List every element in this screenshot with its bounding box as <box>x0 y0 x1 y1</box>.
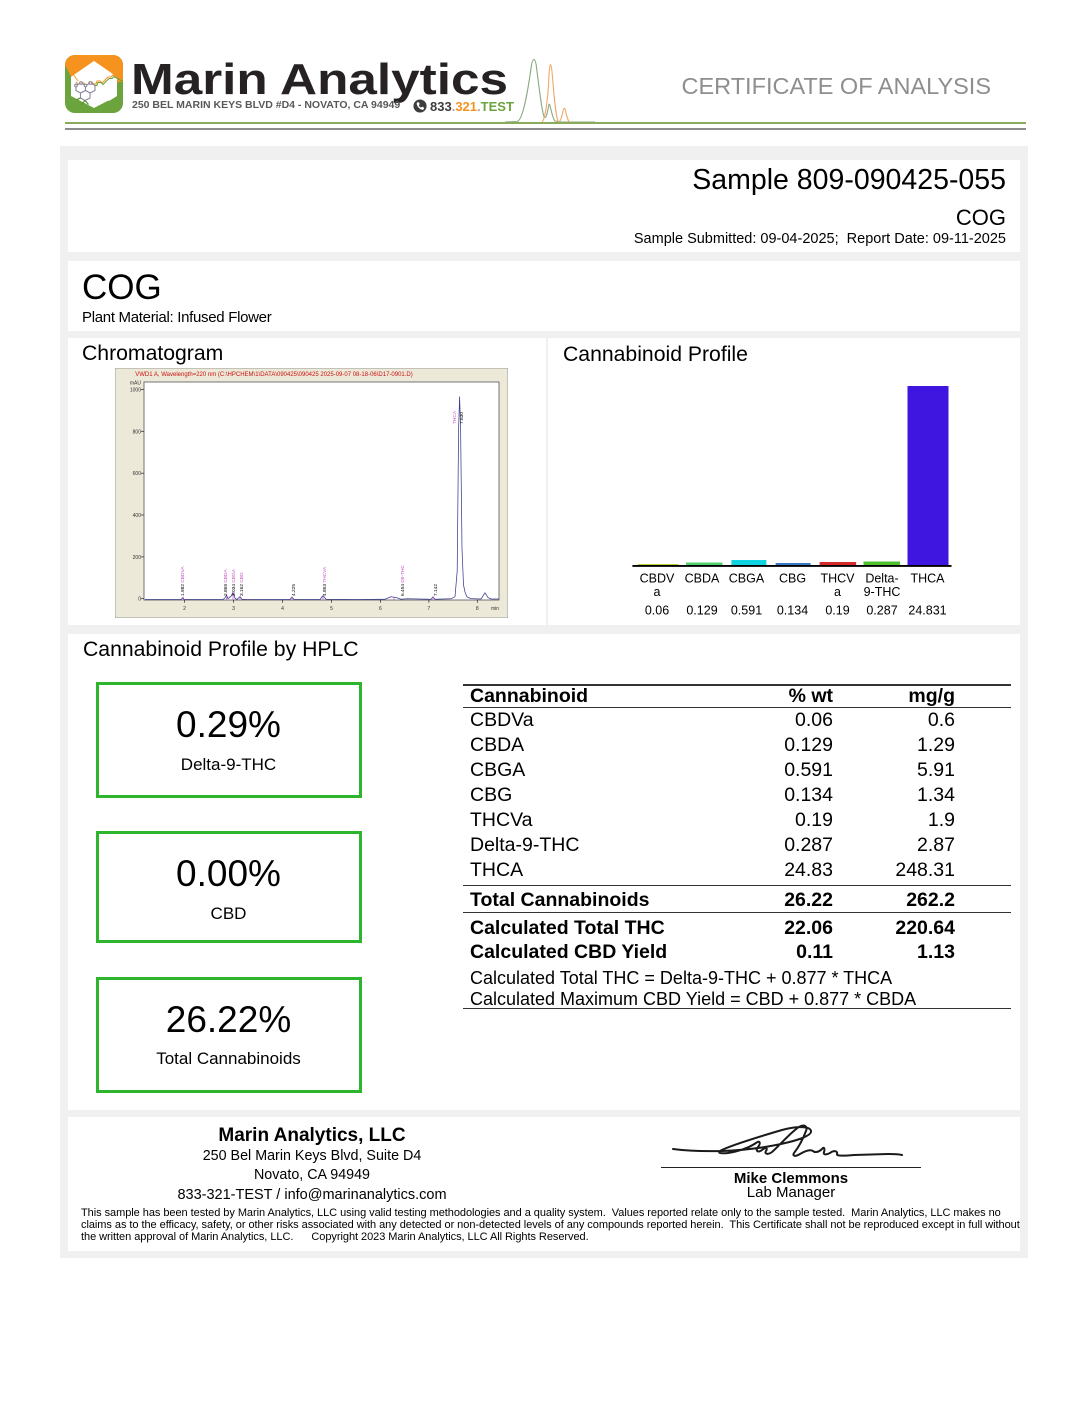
svg-text:8: 8 <box>476 606 479 612</box>
svg-text:1.982 CBDVA: 1.982 CBDVA <box>180 566 186 596</box>
svg-text:CBDA: CBDA <box>685 572 720 586</box>
svg-text:24.831: 24.831 <box>908 604 946 618</box>
svg-text:min: min <box>491 606 499 612</box>
svg-text:0.19: 0.19 <box>825 604 849 618</box>
svg-text:a: a <box>654 585 661 599</box>
svg-text:CBDV: CBDV <box>640 572 675 586</box>
svg-text:3.034 CBGA: 3.034 CBGA <box>231 568 237 596</box>
svg-text:7.630: 7.630 <box>459 412 465 424</box>
svg-text:800: 800 <box>133 429 142 435</box>
svg-text:5: 5 <box>330 606 333 612</box>
svg-text:7: 7 <box>428 606 431 612</box>
svg-text:200: 200 <box>133 555 142 561</box>
svg-text:0.06: 0.06 <box>645 604 669 618</box>
svg-text:0.129: 0.129 <box>686 604 717 618</box>
svg-text:THCA: THCA <box>452 410 458 424</box>
svg-text:6.454 D9-THC: 6.454 D9-THC <box>400 565 406 596</box>
svg-text:9-THC: 9-THC <box>864 585 901 599</box>
svg-text:THCV: THCV <box>820 572 855 586</box>
svg-text:4: 4 <box>281 606 284 612</box>
svg-text:0.591: 0.591 <box>731 604 762 618</box>
svg-text:400: 400 <box>133 513 142 519</box>
svg-text:0.134: 0.134 <box>777 604 808 618</box>
svg-text:2: 2 <box>183 606 186 612</box>
svg-text:7.142: 7.142 <box>433 584 439 596</box>
svg-text:mAU: mAU <box>130 381 142 387</box>
svg-text:4.853 THCVA: 4.853 THCVA <box>322 566 328 596</box>
svg-text:a: a <box>834 585 841 599</box>
svg-text:6: 6 <box>379 606 382 612</box>
svg-text:3.162 CBG: 3.162 CBG <box>239 572 245 596</box>
svg-text:CBG: CBG <box>779 572 806 586</box>
svg-text:CBGA: CBGA <box>729 572 765 586</box>
svg-text:2.869 CBDA: 2.869 CBDA <box>223 569 229 596</box>
svg-text:0: 0 <box>138 597 141 603</box>
svg-text:600: 600 <box>133 471 142 477</box>
svg-text:3: 3 <box>232 606 235 612</box>
svg-text:VWD1 A, Wavelength=220 nm (C:\: VWD1 A, Wavelength=220 nm (C:\HPCHEM\1\D… <box>135 372 413 378</box>
svg-text:Delta-: Delta- <box>865 572 898 586</box>
svg-text:0.287: 0.287 <box>866 604 897 618</box>
svg-text:1000: 1000 <box>130 388 141 394</box>
svg-text:4.225: 4.225 <box>291 584 297 596</box>
svg-text:THCA: THCA <box>910 572 945 586</box>
